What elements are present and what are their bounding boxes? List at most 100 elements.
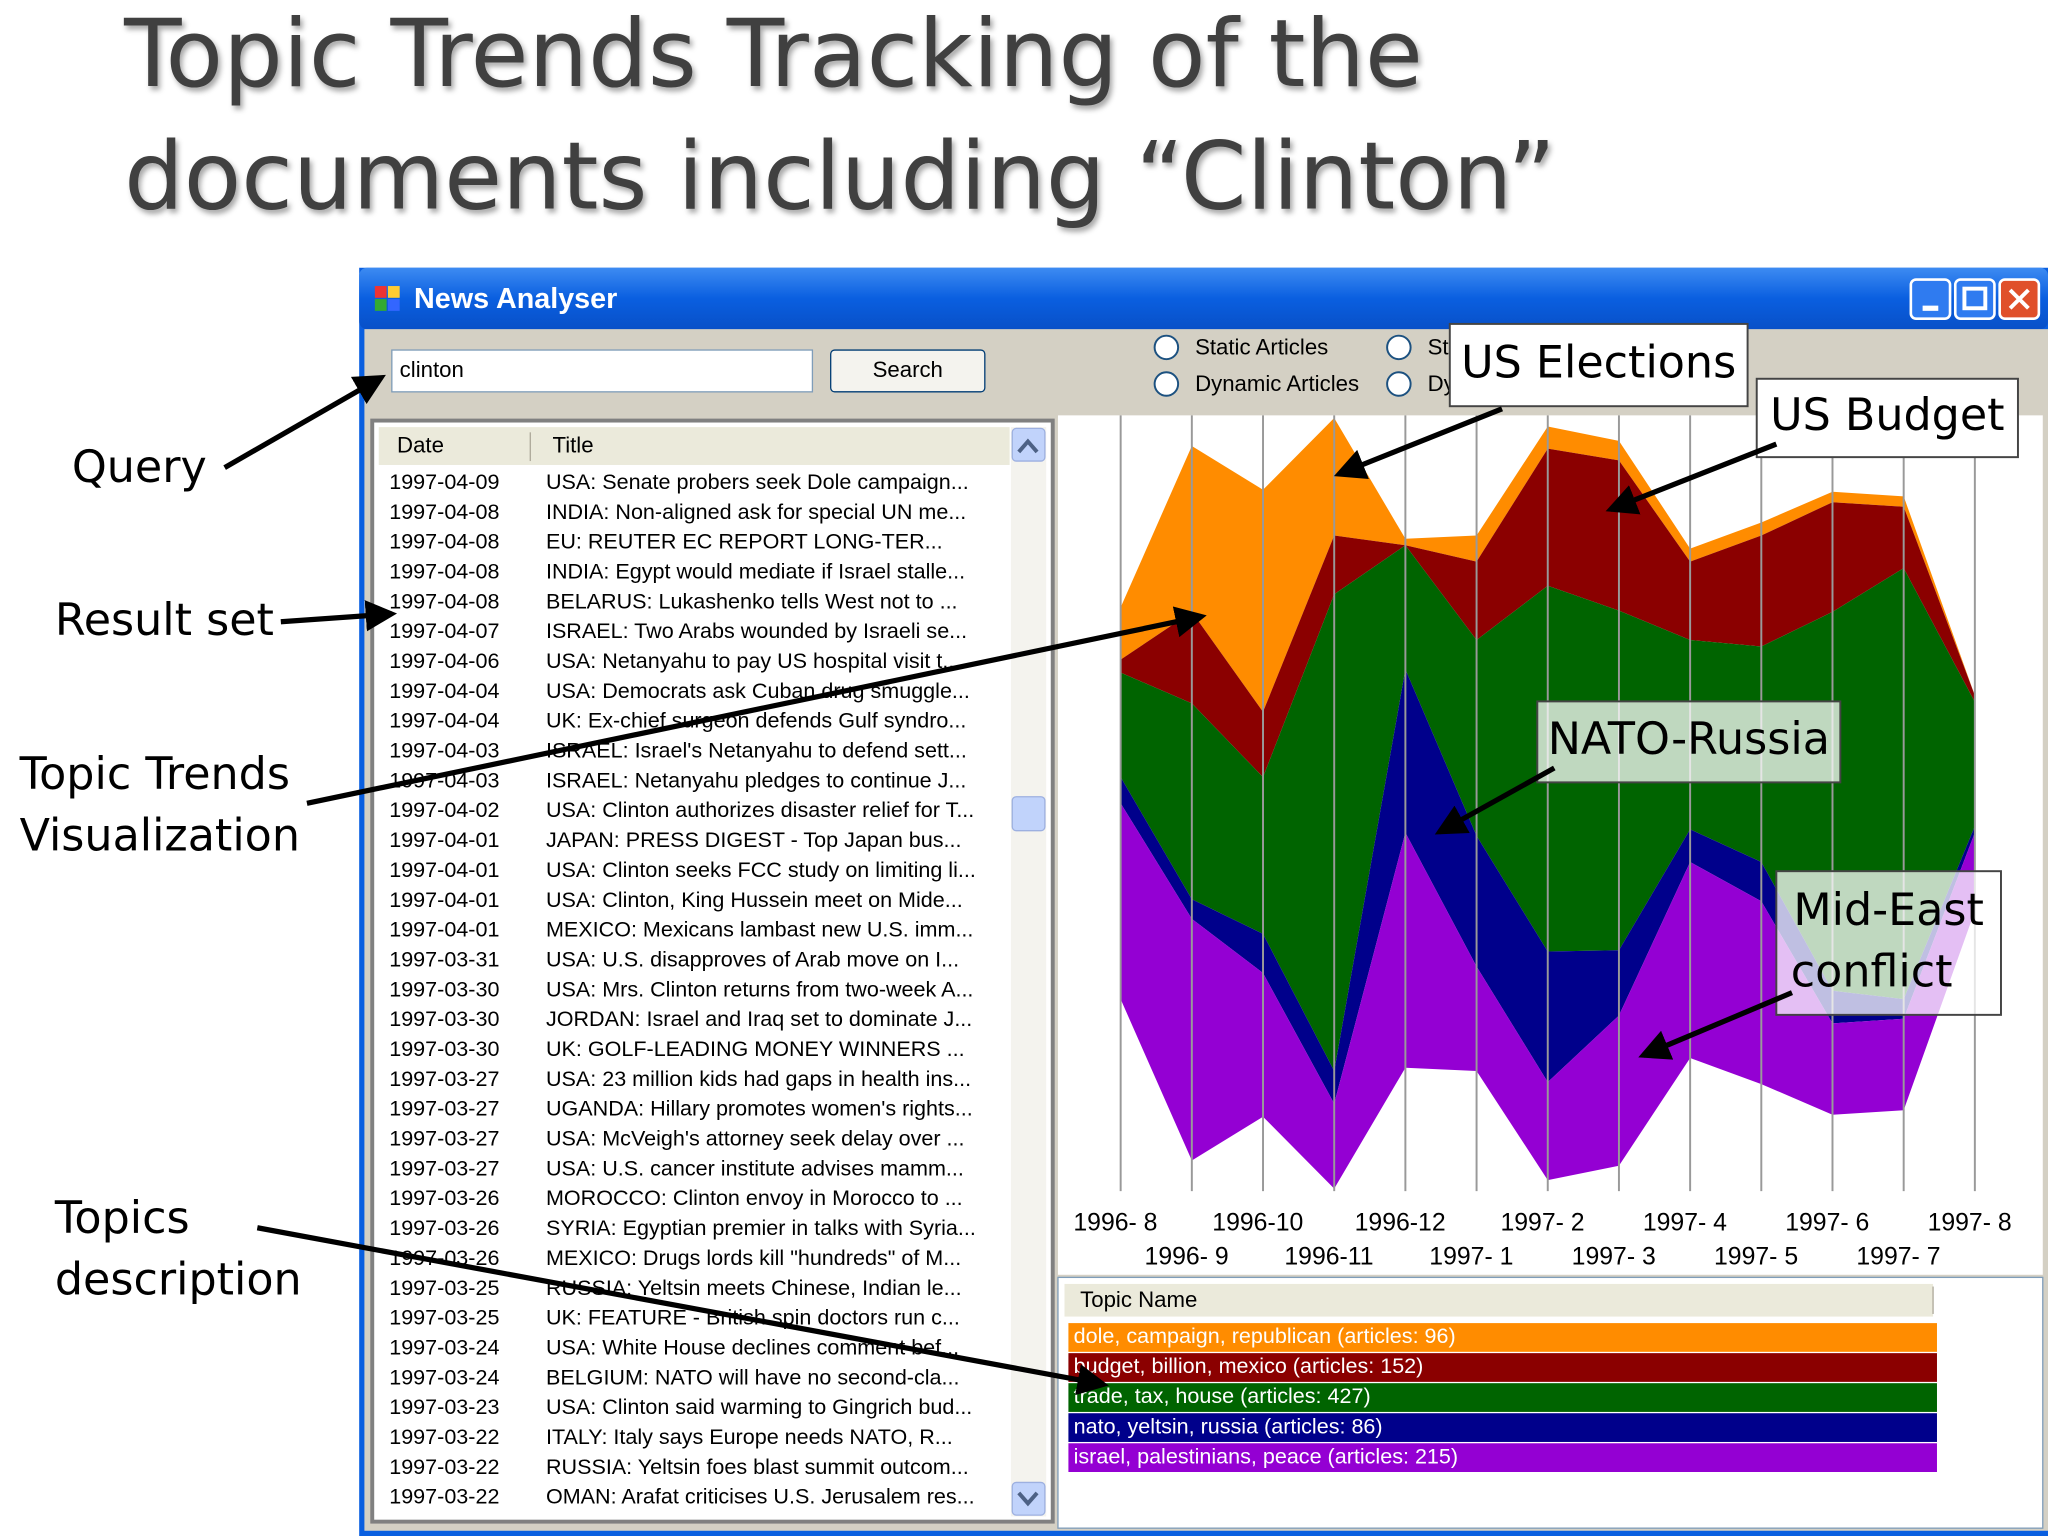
topic-list: dole, campaign, republican (articles: 96… [1068,1323,1937,1472]
callout: NATO-Russia [1548,714,1830,765]
search-button-label: Search [873,357,943,382]
annotation: description [55,1255,302,1306]
row-date: 1997-03-26 [389,1185,499,1210]
radio-button[interactable] [1386,334,1412,361]
month-label: 1997- 8 [1928,1209,2012,1236]
callout-box [1536,700,1842,784]
minimize-icon [1922,305,1939,311]
row-title: RUSSIA: Yeltsin foes blast summit outcom… [546,1454,969,1479]
arrow [1434,765,1556,835]
scrollbar[interactable] [1010,427,1047,1517]
callout-box [1448,322,1749,408]
close-icon [2008,288,2030,310]
row-title: USA: 23 million kids had gaps in health … [546,1066,971,1091]
slide-title: documents including “Clinton” [124,123,1556,232]
annotation: Result set [55,595,274,646]
row-date: 1997-03-27 [389,1126,499,1151]
row-date: 1997-04-07 [389,618,499,643]
row-date: 1997-04-08 [389,499,499,524]
row-title: USA: U.S. cancer institute advises mamm.… [546,1155,964,1180]
callout: Mid-East [1793,885,1984,936]
radio-button[interactable] [1153,334,1180,361]
arrow [306,606,1207,806]
row-date: 1997-04-03 [389,738,499,763]
callout-box [1755,377,2019,459]
row-title: MOROCCO: Clinton envoy in Morocco to ... [546,1185,963,1210]
row-title: BELGIUM: NATO will have no second-cla... [546,1364,960,1389]
month-label: 1997- 4 [1643,1209,1727,1236]
topic-header-label: Topic Name [1080,1287,1197,1312]
month-label: 1996- 8 [1073,1209,1157,1236]
arrow [223,374,386,470]
row-date: 1997-03-31 [389,946,499,971]
row-title: USA: U.S. disapproves of Arab move on I.… [546,946,959,971]
row-title: USA: McVeigh's attorney seek delay over … [546,1126,965,1151]
maximize-icon [1962,286,1988,311]
radio-button[interactable] [1386,371,1412,397]
row-date: 1997-04-06 [389,648,499,673]
topic-row[interactable] [1068,1323,1937,1352]
minimize-button[interactable] [1909,278,1952,320]
row-title: UK: GOLF-LEADING MONEY WINNERS ... [546,1036,965,1061]
row-date: 1997-04-03 [389,767,499,792]
radio-label: Dynamic Articles [1195,371,1359,396]
row-title: JORDAN: Israel and Iraq set to dominate … [546,1006,972,1031]
topic-row[interactable] [1068,1443,1937,1472]
app-icon [387,299,400,311]
callout-box [1775,870,2002,1016]
arrow [280,600,398,632]
row-title: USA: Democrats ask Cuban drug smuggle... [546,678,970,703]
row-date: 1997-04-01 [389,857,499,882]
callout: US Elections [1461,338,1736,389]
row-date: 1997-03-25 [389,1305,499,1330]
search-button[interactable] [830,349,986,393]
radio-button[interactable] [1153,371,1180,397]
arrow [1605,441,1778,515]
month-label: 1997- 3 [1572,1243,1656,1270]
row-date: 1997-03-27 [389,1155,499,1180]
row-date: 1997-04-09 [389,469,499,494]
scroll-up-icon [1017,438,1039,454]
scroll-down-icon [1017,1491,1039,1507]
topic-row[interactable] [1068,1353,1937,1382]
row-date: 1997-04-01 [389,917,499,942]
topic-label: israel, palestinians, peace (articles: 2… [1074,1443,1458,1468]
annotation: Topic Trends [19,749,290,800]
row-date: 1997-04-04 [389,708,499,733]
window-title: News Analyser [414,283,617,315]
maximize-button[interactable] [1953,278,1996,320]
callout: US Budget [1770,390,2004,441]
row-date: 1997-03-24 [389,1364,499,1389]
month-label: 1997- 7 [1856,1243,1940,1270]
topic-header [1064,1283,1934,1317]
month-label: 1997- 5 [1714,1243,1798,1270]
arrow [1638,990,1794,1060]
annotation: Query [72,442,207,493]
app-icon [374,286,387,298]
column-header: Title [552,433,593,458]
query-input[interactable] [391,349,814,393]
column-header: Date [397,433,444,458]
row-date: 1997-03-27 [389,1096,499,1121]
row-date: 1997-03-22 [389,1424,499,1449]
topic-row[interactable] [1068,1413,1937,1442]
topic-label: budget, billion, mexico (articles: 152) [1074,1353,1424,1378]
topic-row[interactable] [1068,1383,1937,1412]
month-label: 1996-11 [1284,1243,1373,1270]
scroll-down[interactable] [1011,1481,1046,1516]
row-title: UGANDA: Hillary promotes women's rights.… [546,1096,973,1121]
scroll-thumb[interactable] [1011,796,1046,832]
row-title: USA: Clinton authorizes disaster relief … [546,797,974,822]
annotation: Topics [54,1193,190,1244]
row-title: ISRAEL: Netanyahu pledges to continue J.… [546,767,966,792]
topic-label: trade, tax, house (articles: 427) [1074,1383,1371,1408]
row-title: MEXICO: Drugs lords kill "hundreds" of M… [546,1245,961,1270]
month-label: 1997- 2 [1500,1209,1584,1236]
row-date: 1997-04-08 [389,588,499,613]
row-title: USA: Netanyahu to pay US hospital visit … [546,648,960,673]
app-icon [387,286,400,298]
title-bar [359,267,2048,330]
month-label: 1996-12 [1355,1209,1446,1236]
